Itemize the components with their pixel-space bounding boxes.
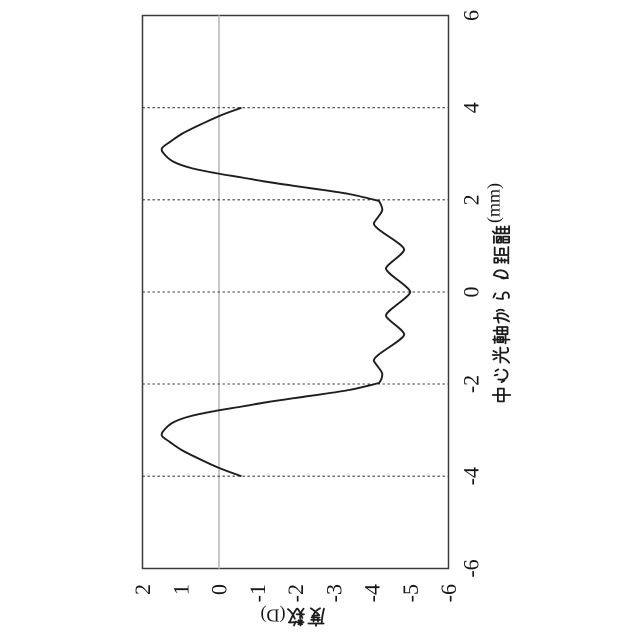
svg-text:-5: -5 xyxy=(398,584,423,602)
svg-text:-6: -6 xyxy=(459,559,484,577)
svg-text:2: 2 xyxy=(130,584,155,595)
svg-text:-3: -3 xyxy=(321,584,346,602)
svg-text:-2: -2 xyxy=(283,584,308,602)
svg-text:-6: -6 xyxy=(436,584,461,602)
svg-text:0: 0 xyxy=(459,287,484,298)
svg-text:0: 0 xyxy=(207,584,232,595)
svg-text:-4: -4 xyxy=(459,467,484,485)
svg-text:-1: -1 xyxy=(245,584,270,602)
svg-text:-4: -4 xyxy=(360,584,385,602)
svg-text:-2: -2 xyxy=(459,375,484,393)
svg-text:(mm): (mm) xyxy=(484,183,505,223)
svg-text:1: 1 xyxy=(168,584,193,595)
svg-text:2: 2 xyxy=(459,194,484,205)
svg-text:(D): (D) xyxy=(261,605,286,626)
svg-text:6: 6 xyxy=(459,10,484,21)
svg-text:4: 4 xyxy=(459,102,484,113)
